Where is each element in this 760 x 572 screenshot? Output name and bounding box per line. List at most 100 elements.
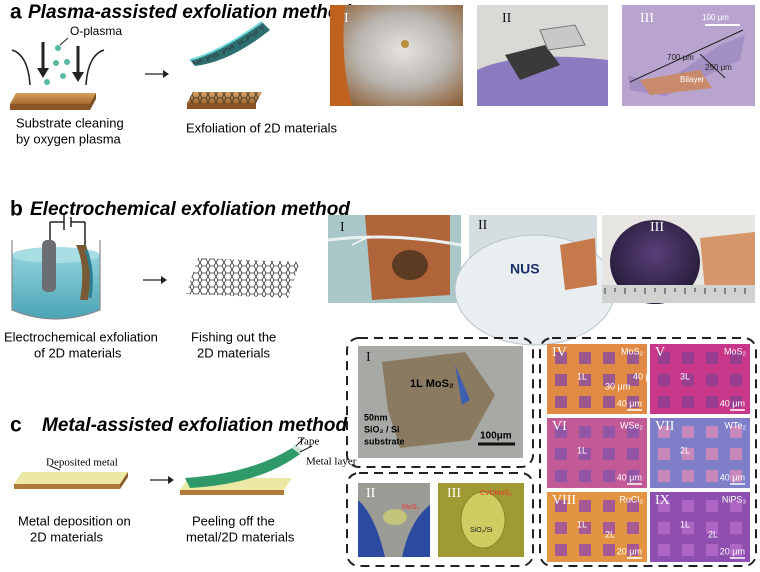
photo-feature [682, 522, 694, 534]
illustration-shape [180, 490, 284, 495]
photo-feature [579, 448, 591, 460]
annotation: 1L MoS₂ [410, 378, 454, 390]
photo-feature [627, 396, 639, 408]
dashed-frame [346, 337, 534, 468]
photo-feature [603, 396, 615, 408]
photo-feature [603, 426, 615, 438]
illustration-shape [187, 92, 262, 103]
peeling-illustration [180, 437, 313, 495]
illustration-shape [60, 73, 66, 79]
photo-feature [579, 500, 591, 512]
electrochemical-cell [11, 214, 101, 320]
dashed-frame [346, 472, 534, 567]
step-text: metal/2D materials [186, 529, 295, 544]
annotation: 2L [680, 445, 690, 455]
photo-feature [730, 470, 742, 482]
illustration-shape [628, 35, 745, 96]
panel-title: Plasma-assisted exfoliation method [28, 2, 351, 23]
step-text: Electrochemical exfoliation [4, 329, 158, 344]
photo-feature [555, 500, 567, 512]
annotation: 2L [708, 529, 718, 539]
step-text: Fishing out the [191, 329, 276, 344]
illustration-shape [11, 240, 101, 320]
photo-feature [603, 544, 615, 556]
photo-feature [706, 426, 718, 438]
photo-feature [555, 396, 567, 408]
photo-label: I [344, 11, 349, 26]
illustration-shape [59, 37, 69, 46]
plasma-illustration [10, 37, 105, 110]
illustration-shape [629, 29, 744, 83]
material-label: RuCl₃ [619, 494, 643, 504]
illustration-shape [49, 465, 61, 471]
illustration-shape [604, 288, 746, 294]
illustration-shape [190, 22, 270, 66]
panel-letter: a [10, 1, 22, 24]
photo-feature [682, 426, 694, 438]
photo-feature [627, 544, 639, 556]
illustration-label: Metal layer [306, 456, 357, 468]
arrow [163, 70, 169, 78]
photo-feature [706, 470, 718, 482]
annotation: 700 μm [667, 53, 694, 62]
photo-label: II [366, 486, 376, 501]
photo-feature [706, 396, 718, 408]
panel-b: b Electrochemical exfoliation method Ele… [4, 198, 755, 360]
illustration-shape [460, 491, 506, 549]
photo-label: IX [655, 493, 670, 508]
photo-feature [579, 374, 591, 386]
photo-feature [682, 396, 694, 408]
illustration-shape [640, 70, 712, 95]
photo-feature [627, 374, 639, 386]
photo-feature [658, 352, 670, 364]
scale-label: 100μm [480, 431, 512, 442]
illustration-shape [602, 285, 755, 303]
logo-text: NUS [510, 261, 540, 277]
photo-feature [730, 396, 742, 408]
photo-a-III: III 100 μm 700 μm 250 μm Bilayer [622, 5, 755, 106]
photo-feature [603, 470, 615, 482]
step-text: of 2D materials [34, 345, 122, 360]
photo-feature [682, 470, 694, 482]
photo-feature [579, 426, 591, 438]
arrow [161, 276, 167, 284]
annotation: 1L [680, 519, 690, 529]
step-text: Substrate cleaning [16, 115, 124, 130]
step-text: 2D materials [30, 529, 103, 544]
photo-feature [730, 448, 742, 460]
photo-feature [627, 352, 639, 364]
illustration-shape [37, 68, 84, 82]
illustration-shape [44, 79, 50, 85]
photo-feature [603, 352, 615, 364]
graphene-sheet [186, 258, 300, 298]
photo-feature [627, 426, 639, 438]
photo-label: IV [552, 345, 567, 360]
annotation: 3L [680, 371, 690, 381]
illustration-shape [610, 220, 700, 304]
annotation: 1L [577, 371, 587, 381]
photo-c-III: III CVDMoS₂ SiO₂/Si [438, 483, 524, 557]
photo-label: II [478, 218, 488, 233]
material-label: MoS₂ [724, 346, 747, 356]
illustration-shape [10, 104, 90, 110]
photo-feature [706, 448, 718, 460]
illustration-shape [53, 60, 59, 66]
scale-label: 40 μm [617, 472, 642, 482]
photo-feature [730, 426, 742, 438]
photo-feature [658, 448, 670, 460]
photo-label: VI [552, 419, 567, 434]
scale-label: 20 μm [617, 546, 642, 556]
photo-feature [658, 522, 670, 534]
step-text: Exfoliation of 2D materials [186, 120, 338, 135]
panel-c: c Metal-assisted exfoliation method Depo… [10, 337, 757, 567]
photo-feature [627, 448, 639, 460]
photo-feature [682, 544, 694, 556]
annotation: SiO₂ / Si [364, 424, 400, 434]
photo-feature [603, 522, 615, 534]
illustration-shape [76, 245, 91, 300]
illustration-shape [560, 238, 597, 290]
illustration-shape [120, 472, 128, 489]
